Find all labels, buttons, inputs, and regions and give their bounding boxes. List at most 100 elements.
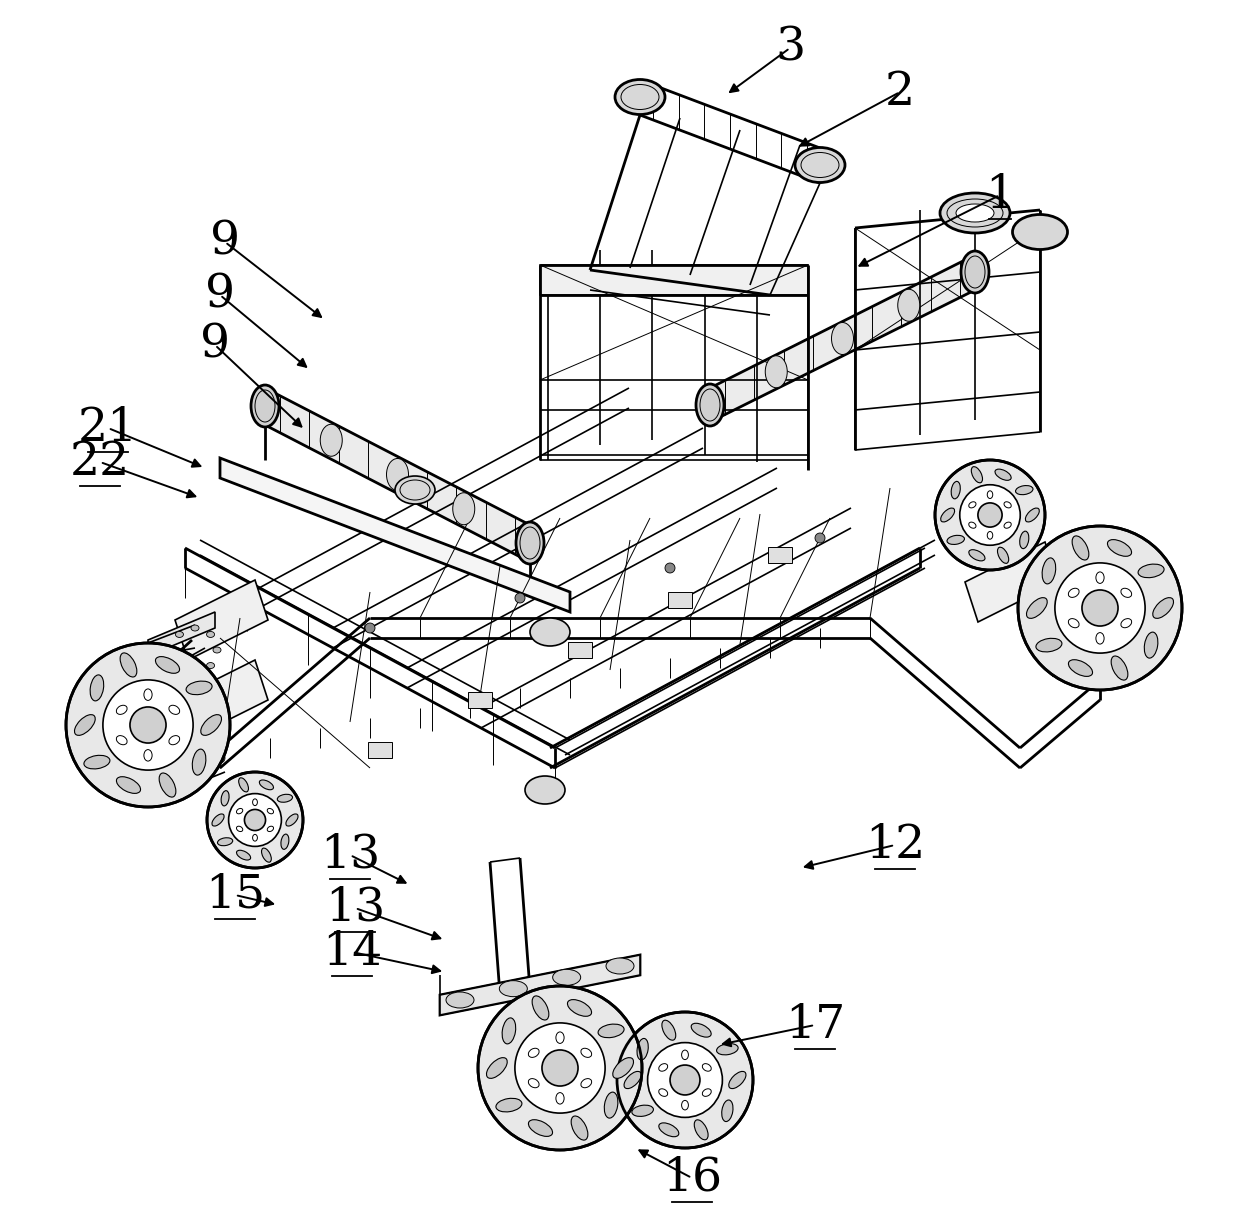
- Text: 16: 16: [662, 1155, 722, 1200]
- Ellipse shape: [947, 535, 965, 544]
- Circle shape: [66, 643, 229, 807]
- Circle shape: [244, 810, 265, 831]
- Ellipse shape: [528, 1078, 539, 1088]
- Circle shape: [515, 593, 525, 603]
- Ellipse shape: [186, 681, 212, 695]
- Ellipse shape: [795, 147, 844, 183]
- Text: 17: 17: [785, 1002, 846, 1047]
- Ellipse shape: [971, 467, 982, 483]
- Ellipse shape: [580, 1078, 591, 1088]
- Polygon shape: [440, 956, 640, 1016]
- Polygon shape: [148, 612, 215, 657]
- Circle shape: [815, 533, 825, 543]
- Circle shape: [935, 461, 1045, 570]
- Ellipse shape: [1004, 522, 1012, 528]
- Circle shape: [960, 485, 1021, 545]
- Ellipse shape: [580, 1049, 591, 1057]
- Text: 14: 14: [322, 930, 382, 975]
- Ellipse shape: [387, 458, 408, 490]
- Circle shape: [647, 1042, 723, 1117]
- Ellipse shape: [765, 355, 787, 388]
- Text: 2: 2: [885, 70, 915, 115]
- Ellipse shape: [120, 653, 136, 677]
- Polygon shape: [175, 579, 268, 660]
- Ellipse shape: [532, 996, 549, 1020]
- Polygon shape: [175, 660, 268, 740]
- Circle shape: [215, 753, 224, 763]
- Ellipse shape: [1016, 485, 1033, 495]
- Ellipse shape: [238, 778, 248, 791]
- Ellipse shape: [951, 481, 960, 499]
- Ellipse shape: [237, 826, 243, 832]
- Text: 13: 13: [325, 886, 386, 931]
- Ellipse shape: [207, 631, 215, 637]
- Ellipse shape: [320, 424, 342, 456]
- Text: 3: 3: [775, 26, 805, 71]
- Polygon shape: [1040, 620, 1109, 676]
- Ellipse shape: [117, 735, 128, 745]
- Polygon shape: [467, 692, 492, 708]
- Ellipse shape: [175, 663, 184, 669]
- Circle shape: [130, 707, 166, 744]
- Text: 9: 9: [210, 219, 241, 265]
- Ellipse shape: [253, 799, 258, 806]
- Ellipse shape: [84, 756, 110, 769]
- Ellipse shape: [968, 522, 976, 528]
- Circle shape: [228, 794, 281, 846]
- Text: 21: 21: [78, 405, 138, 451]
- Ellipse shape: [1121, 619, 1132, 627]
- Ellipse shape: [1138, 564, 1164, 578]
- Ellipse shape: [253, 834, 258, 842]
- Ellipse shape: [1096, 572, 1104, 583]
- Ellipse shape: [1096, 632, 1104, 644]
- Ellipse shape: [74, 714, 95, 735]
- Ellipse shape: [237, 808, 243, 813]
- Ellipse shape: [994, 469, 1011, 480]
- Ellipse shape: [553, 969, 580, 985]
- Ellipse shape: [396, 477, 435, 503]
- Circle shape: [618, 1012, 753, 1148]
- Ellipse shape: [201, 714, 222, 735]
- Ellipse shape: [500, 981, 527, 997]
- Ellipse shape: [682, 1050, 688, 1060]
- Ellipse shape: [556, 1093, 564, 1104]
- Ellipse shape: [658, 1123, 678, 1137]
- Ellipse shape: [658, 1063, 667, 1071]
- Polygon shape: [768, 548, 792, 564]
- Ellipse shape: [637, 1039, 649, 1060]
- Ellipse shape: [1042, 557, 1055, 584]
- Ellipse shape: [213, 647, 221, 653]
- Ellipse shape: [159, 773, 176, 797]
- Ellipse shape: [632, 1105, 653, 1116]
- Ellipse shape: [1069, 588, 1079, 598]
- Text: 9: 9: [205, 272, 236, 317]
- Ellipse shape: [262, 848, 272, 862]
- Ellipse shape: [556, 1031, 564, 1044]
- Ellipse shape: [502, 1018, 516, 1044]
- Circle shape: [665, 564, 675, 573]
- Ellipse shape: [191, 669, 198, 675]
- Ellipse shape: [169, 647, 177, 653]
- Ellipse shape: [169, 706, 180, 714]
- Ellipse shape: [1025, 508, 1039, 522]
- Ellipse shape: [729, 1072, 746, 1089]
- Ellipse shape: [281, 834, 289, 849]
- Polygon shape: [440, 956, 640, 1016]
- Ellipse shape: [568, 1000, 591, 1017]
- Circle shape: [103, 680, 193, 771]
- Ellipse shape: [486, 1057, 507, 1078]
- Ellipse shape: [259, 780, 274, 790]
- Ellipse shape: [956, 205, 994, 222]
- Ellipse shape: [1069, 660, 1092, 676]
- Ellipse shape: [987, 532, 993, 539]
- Ellipse shape: [696, 383, 724, 426]
- Ellipse shape: [572, 1116, 588, 1140]
- Ellipse shape: [722, 1100, 733, 1122]
- Ellipse shape: [212, 813, 224, 826]
- Ellipse shape: [1027, 598, 1048, 619]
- Polygon shape: [368, 742, 392, 758]
- Ellipse shape: [662, 1020, 676, 1040]
- Ellipse shape: [1004, 502, 1012, 508]
- Ellipse shape: [529, 617, 570, 646]
- Text: 13: 13: [320, 832, 381, 877]
